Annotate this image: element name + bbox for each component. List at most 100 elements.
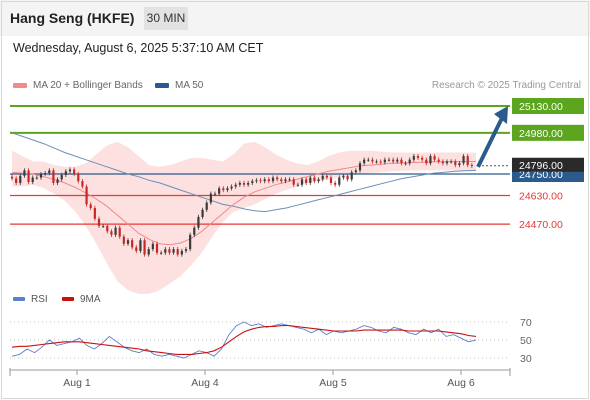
candle-body (280, 179, 283, 182)
candle-body (242, 182, 246, 185)
header-bar: Hang Seng (HKFE) 30 MIN (0, 0, 590, 36)
candle-body (263, 179, 266, 182)
timeframe-badge[interactable]: 30 MIN (144, 7, 188, 30)
candle-body (470, 165, 473, 167)
candle-body (367, 159, 370, 161)
candle-body (110, 231, 113, 235)
candle-body (387, 159, 391, 161)
candle-body (31, 177, 34, 183)
rsi-tick-70: 70 (520, 317, 532, 329)
candle-body (114, 227, 117, 235)
candle-body (189, 234, 192, 250)
candle-body (222, 188, 225, 191)
ma20-line (11, 161, 476, 246)
x-tick-label: Aug 5 (319, 377, 347, 389)
candle-body (201, 209, 204, 217)
candle-body (106, 225, 109, 232)
candle-body (184, 249, 188, 251)
candle-body (85, 186, 88, 205)
candle-body (358, 163, 362, 171)
legend-ma50: MA 50 (155, 80, 203, 91)
rsi-series-9ma (11, 325, 477, 355)
candle-body (97, 218, 101, 226)
candle-body (238, 182, 241, 185)
level-label-24630.00: 24630.00 (519, 190, 563, 202)
candle-body (155, 243, 159, 253)
bollinger-band-area (12, 141, 476, 294)
level-label-24750.00: 24750.00 (519, 169, 563, 181)
credit-label: Research © 2025 Trading Central (431, 80, 581, 91)
candle-body (27, 170, 30, 183)
rsi-tick-50: 50 (520, 335, 532, 347)
candle-body (329, 177, 333, 183)
candle-body (213, 193, 217, 195)
ma20-swatch-icon (13, 82, 27, 88)
legend-9ma: 9MA (62, 294, 101, 305)
candle-body (305, 179, 308, 183)
candle-body (350, 172, 353, 180)
x-tick-label: Aug 4 (191, 377, 219, 389)
candle-body (122, 236, 125, 244)
candle-body (118, 227, 121, 237)
candle-body (433, 156, 436, 160)
candle-body (19, 175, 22, 183)
candle-body (68, 169, 72, 172)
candle-body (15, 178, 18, 183)
candle-body (164, 249, 167, 253)
legend-rsi: RSI (13, 294, 48, 305)
candle-body (325, 175, 328, 178)
x-tick-label: Aug 6 (447, 377, 475, 389)
candle-body (247, 182, 250, 185)
rsi-tick-30: 30 (520, 353, 532, 365)
candle-body (131, 240, 134, 248)
candle-body (296, 184, 299, 186)
candle-body (271, 177, 275, 182)
level-tag-25130.00 (512, 98, 584, 114)
candle-body (151, 243, 154, 250)
candle-body (89, 204, 92, 208)
candle-body (226, 188, 229, 191)
projection-arrow-head-icon (494, 106, 508, 124)
candle-body (267, 179, 270, 182)
candle-body (180, 250, 183, 255)
level-label-25130.00: 25130.00 (519, 101, 563, 113)
candle-body (176, 249, 179, 255)
candle-body (35, 177, 38, 179)
candle-body (462, 156, 465, 164)
candle-body (259, 180, 262, 182)
candle-body (346, 175, 349, 180)
candle-body (375, 161, 378, 163)
candle-body (56, 179, 59, 183)
candle-body (400, 159, 403, 164)
timestamp-label: Wednesday, August 6, 2025 5:37:10 AM CET (13, 41, 264, 55)
candle-body (48, 170, 51, 174)
candle-body (251, 181, 254, 183)
candle-body (168, 249, 171, 253)
candle-body (44, 173, 47, 175)
candle-body (379, 161, 382, 163)
candle-body (64, 171, 67, 175)
legend-9ma-label: 9MA (80, 294, 101, 305)
rsi-series-rsi (11, 321, 477, 359)
rsi-ma-swatch-icon (62, 297, 74, 302)
candle-body (371, 159, 374, 162)
candle-body (454, 161, 457, 166)
candle-body (309, 177, 312, 183)
candle-body (334, 182, 337, 185)
candle-body (466, 156, 469, 166)
candle-body (39, 174, 43, 178)
legend-ma20-label: MA 20 + Bollinger Bands (33, 80, 143, 91)
candle-body (450, 161, 453, 163)
candle-body (437, 159, 440, 162)
candle-body (441, 161, 444, 164)
candle-body (209, 193, 212, 203)
candle-body (338, 177, 341, 185)
candle-body (404, 163, 407, 165)
ma50-swatch-icon (155, 82, 169, 88)
candle-body (425, 159, 428, 164)
candle-body (93, 208, 96, 219)
candle-body (288, 179, 291, 181)
x-tick-label: Aug 1 (63, 377, 91, 389)
candle-body (408, 159, 411, 164)
